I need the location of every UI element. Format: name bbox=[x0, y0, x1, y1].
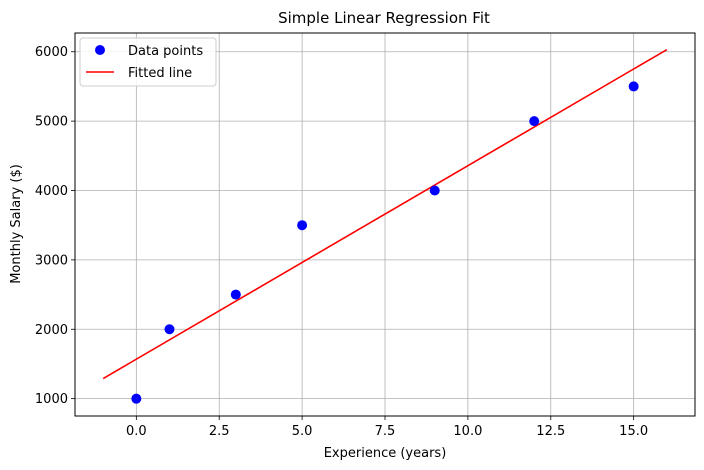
y-axis-label: Monthly Salary ($) bbox=[9, 164, 24, 284]
data-point bbox=[131, 393, 142, 404]
y-axis-ticks: 1000 2000 3000 4000 5000 6000 bbox=[35, 45, 75, 407]
data-point bbox=[628, 81, 639, 92]
x-tick-label: 15.0 bbox=[619, 424, 648, 439]
y-tick-label: 1000 bbox=[35, 392, 68, 407]
data-point bbox=[529, 116, 540, 127]
data-point bbox=[230, 289, 241, 300]
legend-label-fitted-line: Fitted line bbox=[128, 66, 192, 81]
x-tick-label: 2.5 bbox=[209, 424, 230, 439]
y-tick-label: 5000 bbox=[35, 115, 68, 130]
x-tick-label: 12.5 bbox=[536, 424, 565, 439]
y-tick-label: 2000 bbox=[35, 323, 68, 338]
x-tick-label: 10.0 bbox=[453, 424, 482, 439]
legend-label-data-points: Data points bbox=[128, 44, 203, 59]
x-tick-label: 7.5 bbox=[375, 424, 396, 439]
fitted-line bbox=[102, 48, 668, 380]
y-tick-label: 4000 bbox=[35, 184, 68, 199]
plot-marks bbox=[102, 48, 668, 404]
x-axis-label: Experience (years) bbox=[324, 446, 447, 461]
chart-title: Simple Linear Regression Fit bbox=[278, 9, 490, 27]
x-tick-label: 0.0 bbox=[126, 424, 147, 439]
legend: Data points Fitted line bbox=[79, 37, 217, 87]
x-axis-ticks: 0.0 2.5 5.0 7.5 10.0 12.5 15.0 bbox=[126, 416, 648, 439]
legend-box bbox=[79, 37, 217, 87]
x-tick-label: 5.0 bbox=[292, 424, 313, 439]
data-point bbox=[164, 324, 175, 335]
y-tick-label: 6000 bbox=[35, 45, 68, 60]
data-point bbox=[429, 185, 440, 196]
y-tick-label: 3000 bbox=[35, 253, 68, 268]
legend-marker-data-points bbox=[95, 45, 105, 55]
data-point bbox=[297, 220, 308, 231]
